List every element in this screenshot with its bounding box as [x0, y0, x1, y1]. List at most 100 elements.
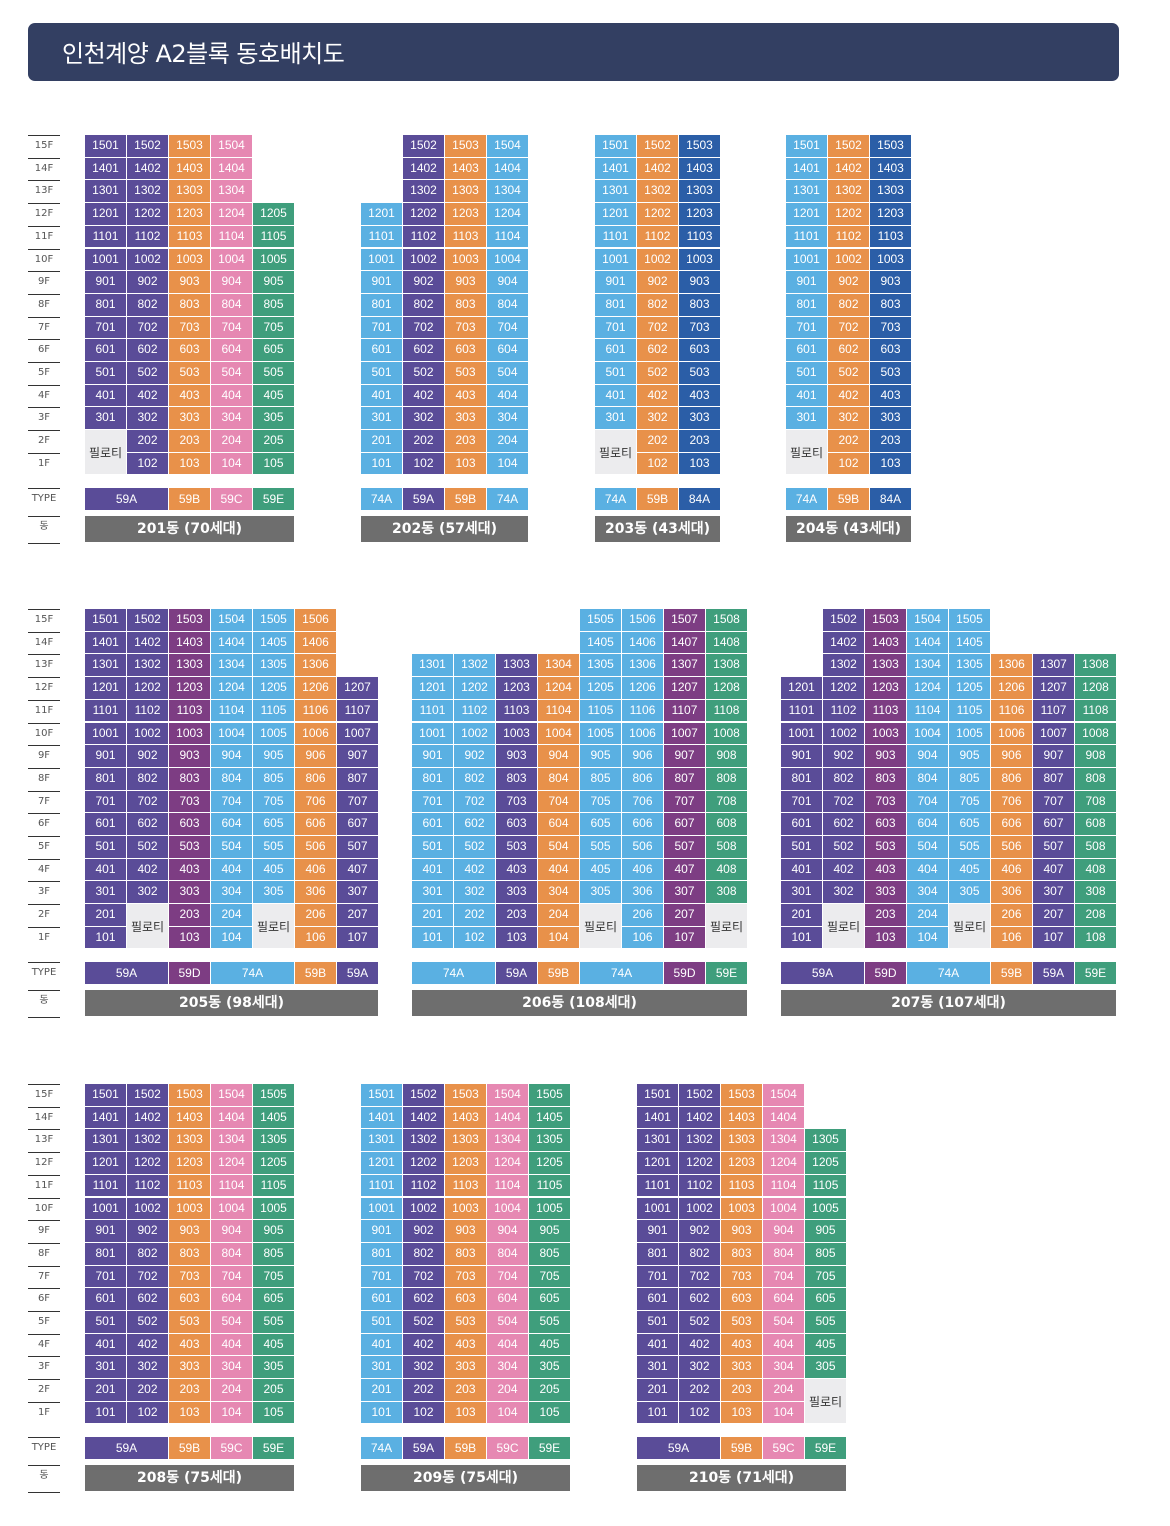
unit-201-1402[interactable]: 1402: [127, 157, 168, 180]
unit-207-402[interactable]: 402: [823, 858, 864, 881]
unit-206-1207[interactable]: 1207: [664, 677, 705, 699]
unit-208-705[interactable]: 705: [253, 1265, 294, 1288]
unit-207-1204[interactable]: 1204: [907, 677, 948, 699]
unit-210-1005[interactable]: 1005: [805, 1197, 846, 1220]
unit-207-1107[interactable]: 1107: [1033, 699, 1074, 722]
unit-208-405[interactable]: 405: [253, 1333, 294, 1356]
unit-209-402[interactable]: 402: [403, 1333, 444, 1356]
unit-202-1101[interactable]: 1101: [361, 225, 402, 248]
unit-203-103[interactable]: 103: [679, 452, 720, 475]
unit-208-103[interactable]: 103: [169, 1401, 210, 1424]
unit-201-504[interactable]: 504: [211, 362, 252, 384]
unit-201-1404[interactable]: 1404: [211, 157, 252, 180]
unit-207-702[interactable]: 702: [823, 790, 864, 813]
unit-206-1508[interactable]: 1508: [706, 609, 747, 631]
unit-203-502[interactable]: 502: [637, 362, 678, 384]
unit-207-903[interactable]: 903: [865, 745, 906, 767]
unit-206-602[interactable]: 602: [454, 813, 495, 835]
unit-209-1005[interactable]: 1005: [529, 1197, 570, 1220]
unit-204-1002[interactable]: 1002: [828, 248, 869, 271]
unit-201-804[interactable]: 804: [211, 293, 252, 316]
unit-205-406[interactable]: 406: [295, 858, 336, 881]
unit-207-407[interactable]: 407: [1033, 858, 1074, 881]
unit-207-302[interactable]: 302: [823, 881, 864, 904]
unit-207-804[interactable]: 804: [907, 767, 948, 790]
unit-204-901[interactable]: 901: [786, 271, 827, 293]
unit-202-502[interactable]: 502: [403, 362, 444, 384]
unit-206-506[interactable]: 506: [622, 836, 663, 858]
unit-210-1201[interactable]: 1201: [637, 1152, 678, 1174]
unit-206-1202[interactable]: 1202: [454, 677, 495, 699]
unit-207-1505[interactable]: 1505: [949, 609, 990, 631]
unit-207-208[interactable]: 208: [1075, 904, 1116, 926]
unit-203-501[interactable]: 501: [595, 362, 636, 384]
unit-202-302[interactable]: 302: [403, 407, 444, 430]
unit-206-607[interactable]: 607: [664, 813, 705, 835]
unit-205-1207[interactable]: 1207: [337, 677, 378, 699]
unit-205-1404[interactable]: 1404: [211, 631, 252, 654]
unit-202-201[interactable]: 201: [361, 430, 402, 452]
unit-203-401[interactable]: 401: [595, 384, 636, 407]
unit-208-1403[interactable]: 1403: [169, 1106, 210, 1129]
unit-205-1303[interactable]: 1303: [169, 654, 210, 677]
unit-210-203[interactable]: 203: [721, 1379, 762, 1401]
unit-204-402[interactable]: 402: [828, 384, 869, 407]
unit-208-802[interactable]: 802: [127, 1242, 168, 1265]
unit-205-506[interactable]: 506: [295, 836, 336, 858]
unit-208-101[interactable]: 101: [85, 1401, 126, 1424]
unit-206-908[interactable]: 908: [706, 745, 747, 767]
unit-208-102[interactable]: 102: [127, 1401, 168, 1424]
unit-210-805[interactable]: 805: [805, 1242, 846, 1265]
unit-209-301[interactable]: 301: [361, 1356, 402, 1379]
unit-202-1503[interactable]: 1502: [403, 135, 444, 157]
unit-205-1007[interactable]: 1007: [337, 722, 378, 745]
unit-201-904[interactable]: 904: [211, 271, 252, 293]
unit-207-1304[interactable]: 1304: [907, 654, 948, 677]
unit-206-303[interactable]: 303: [496, 881, 537, 904]
unit-205-1105[interactable]: 1105: [253, 699, 294, 722]
unit-206-203[interactable]: 203: [496, 904, 537, 926]
unit-203-903[interactable]: 903: [679, 271, 720, 293]
unit-205-1003[interactable]: 1003: [169, 722, 210, 745]
unit-209-702[interactable]: 702: [403, 1265, 444, 1288]
unit-206-1507[interactable]: 1507: [664, 609, 705, 631]
unit-210-304[interactable]: 304: [763, 1356, 804, 1379]
unit-205-305[interactable]: 305: [253, 881, 294, 904]
unit-208-1302[interactable]: 1302: [127, 1129, 168, 1152]
unit-208-1003[interactable]: 1003: [169, 1197, 210, 1220]
unit-208-1202[interactable]: 1202: [127, 1152, 168, 1174]
unit-209-901[interactable]: 901: [361, 1220, 402, 1242]
unit-204-203[interactable]: 203: [870, 430, 911, 452]
unit-204-1202[interactable]: 1202: [828, 203, 869, 225]
unit-209-704[interactable]: 704: [487, 1265, 528, 1288]
unit-210-1002[interactable]: 1002: [679, 1197, 720, 1220]
unit-205-1501[interactable]: 1501: [85, 609, 126, 631]
unit-208-302[interactable]: 302: [127, 1356, 168, 1379]
unit-208-202[interactable]: 202: [127, 1379, 168, 1401]
unit-207-907[interactable]: 907: [1033, 745, 1074, 767]
unit-203-902[interactable]: 902: [637, 271, 678, 293]
unit-202-1403[interactable]: 1402: [403, 157, 444, 180]
unit-207-1206[interactable]: 1206: [991, 677, 1032, 699]
unit-201-1002[interactable]: 1002: [127, 248, 168, 271]
unit-210-404[interactable]: 404: [763, 1333, 804, 1356]
unit-206-1003[interactable]: 1003: [496, 722, 537, 745]
unit-207-603[interactable]: 603: [865, 813, 906, 835]
unit-205-1206[interactable]: 1206: [295, 677, 336, 699]
unit-208-804[interactable]: 804: [211, 1242, 252, 1265]
unit-202-1303[interactable]: 1302: [403, 180, 444, 203]
unit-203-602[interactable]: 602: [637, 339, 678, 361]
unit-205-1203[interactable]: 1203: [169, 677, 210, 699]
unit-202-1404[interactable]: 1403: [445, 157, 486, 180]
unit-208-504[interactable]: 504: [211, 1311, 252, 1333]
unit-205-604[interactable]: 604: [211, 813, 252, 835]
unit-202-202[interactable]: 202: [403, 430, 444, 452]
unit-201-405[interactable]: 405: [253, 384, 294, 407]
unit-205-204[interactable]: 204: [211, 904, 252, 926]
unit-206-103[interactable]: 103: [496, 926, 537, 949]
unit-201-301[interactable]: 301: [85, 407, 126, 430]
unit-208-402[interactable]: 402: [127, 1333, 168, 1356]
unit-201-701[interactable]: 701: [85, 316, 126, 339]
unit-209-1503[interactable]: 1503: [445, 1084, 486, 1106]
unit-207-1006[interactable]: 1006: [991, 722, 1032, 745]
